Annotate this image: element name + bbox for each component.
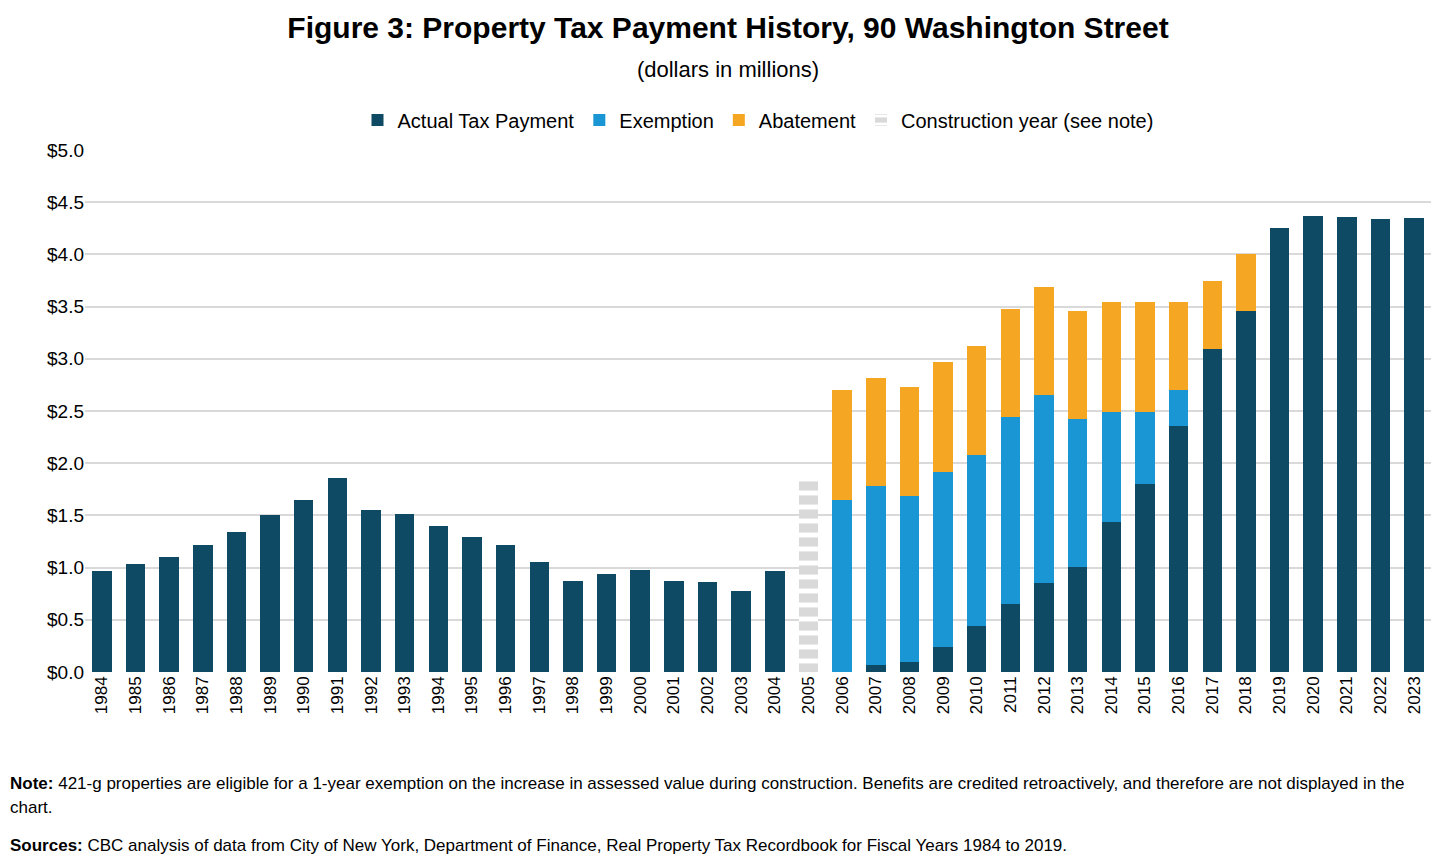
svg-text:2013: 2013 [1068,676,1087,714]
svg-text:$3.5: $3.5 [47,296,84,317]
svg-text:$4.0: $4.0 [47,244,84,265]
svg-text:$3.0: $3.0 [47,348,84,369]
svg-text:Actual Tax Payment: Actual Tax Payment [398,110,575,132]
svg-text:1992: 1992 [362,676,381,714]
svg-text:2017: 2017 [1203,676,1222,714]
svg-text:Figure 3: Property Tax Payment: Figure 3: Property Tax Payment History, … [287,11,1168,82]
svg-text:2016: 2016 [1169,676,1188,714]
svg-text:2005: 2005 [799,676,818,714]
svg-text:$2.0: $2.0 [47,453,84,474]
svg-text:$1.0: $1.0 [47,557,84,578]
svg-text:1988: 1988 [227,676,246,714]
svg-text:1986: 1986 [160,676,179,714]
svg-text:2011: 2011 [1001,676,1020,713]
svg-text:2021: 2021 [1337,676,1356,714]
svg-text:Construction year (see note): Construction year (see note) [901,110,1153,132]
svg-text:$1.5: $1.5 [47,505,84,526]
svg-text:Abatement: Abatement [759,110,856,132]
svg-text:2006: 2006 [833,676,852,714]
svg-text:1998: 1998 [563,676,582,714]
svg-text:$5.0: $5.0 [47,140,84,161]
svg-text:2009: 2009 [934,676,953,714]
svg-text:1997: 1997 [530,676,549,714]
svg-text:1995: 1995 [463,676,482,714]
svg-text:2018: 2018 [1236,676,1255,714]
svg-text:2000: 2000 [631,676,650,714]
svg-text:1984: 1984 [92,676,111,714]
svg-text:2022: 2022 [1371,676,1390,714]
svg-text:2023: 2023 [1405,676,1424,714]
svg-text:$4.5: $4.5 [47,192,84,213]
svg-text:2008: 2008 [900,676,919,714]
svg-text:2015: 2015 [1135,676,1154,714]
svg-text:1999: 1999 [597,676,616,714]
svg-text:$0.5: $0.5 [47,609,84,630]
svg-text:2007: 2007 [866,676,885,714]
svg-text:2020: 2020 [1304,676,1323,714]
svg-text:1985: 1985 [126,676,145,714]
svg-text:2010: 2010 [967,676,986,714]
svg-text:Exemption: Exemption [619,110,714,132]
svg-text:2002: 2002 [698,676,717,714]
svg-text:1994: 1994 [429,676,448,714]
html-text:Sources: CBC analysis of data: Sources: CBC analysis of data from City … [10,836,1067,855]
svg-text:1991: 1991 [328,676,347,714]
svg-text:$2.5: $2.5 [47,401,84,422]
svg-text:1989: 1989 [261,676,280,714]
svg-text:2019: 2019 [1270,676,1289,714]
svg-text:2014: 2014 [1102,676,1121,714]
svg-text:2001: 2001 [664,676,683,714]
svg-text:1996: 1996 [496,676,515,714]
svg-text:$0.0: $0.0 [47,662,84,683]
svg-text:1990: 1990 [294,676,313,714]
svg-text:1993: 1993 [395,676,414,714]
svg-text:1987: 1987 [193,676,212,714]
svg-text:2004: 2004 [765,676,784,714]
svg-text:2003: 2003 [732,676,751,714]
html-text:Note: 421-g properties are eli: Note: 421-g properties are eligible for … [10,774,1405,817]
svg-text:2012: 2012 [1035,676,1054,714]
